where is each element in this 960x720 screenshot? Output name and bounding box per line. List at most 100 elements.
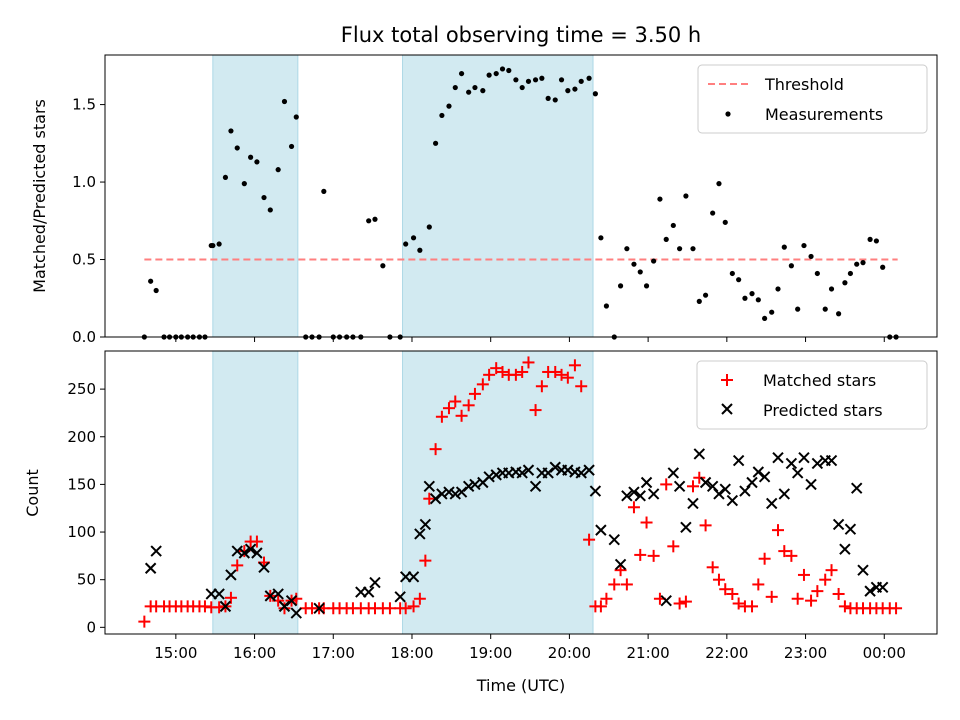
measurement-point — [366, 218, 372, 224]
measurement-point — [565, 88, 571, 94]
matched-star-point — [429, 443, 442, 456]
predicted-star-point — [811, 457, 824, 470]
matched-star-point — [660, 478, 673, 491]
measurement-point — [808, 253, 814, 260]
measurement-point — [525, 78, 532, 84]
matched-star-point — [516, 365, 529, 378]
matched-star-point — [600, 592, 613, 605]
measurement-point — [234, 145, 240, 151]
measurement-point — [663, 236, 669, 242]
matched-star-point — [752, 578, 765, 591]
legend-measurements-label: Measurements — [765, 105, 883, 124]
matched-star-point — [442, 402, 455, 415]
predicted-star-point — [462, 480, 475, 493]
measurement-point — [241, 181, 247, 187]
measurement-point — [860, 260, 866, 266]
matched-star-point — [647, 549, 660, 562]
measurement-point — [288, 143, 295, 150]
legend-matched-swatch — [721, 374, 733, 386]
measurement-point — [499, 66, 506, 72]
measurement-point — [210, 242, 216, 249]
predicted-star-point — [839, 543, 851, 555]
measurement-point — [762, 315, 768, 322]
bottom-panel-observing-bands — [212, 350, 594, 635]
predicted-star-point — [251, 547, 263, 559]
matched-star-point — [890, 602, 903, 615]
predicted-star-point — [726, 494, 739, 507]
predicted-star-point — [765, 497, 778, 510]
predicted-star-point — [785, 457, 798, 470]
predicted-star-point — [647, 488, 660, 500]
legend-matched-label: Matched stars — [763, 371, 876, 390]
bottom-panel-y-label: Count — [23, 469, 42, 517]
matched-star-point — [483, 368, 496, 381]
bottom-panel-x-ticks: 15:00 16:00 17:00 18:00 19:00 20:00 21:00 22:00… — [154, 634, 906, 662]
measurement-point — [153, 287, 159, 294]
matched-star-point — [765, 590, 778, 603]
matched-star-point — [640, 516, 653, 529]
y-tick-label: 0.0 — [72, 328, 96, 346]
matched-star-point — [490, 362, 503, 375]
predicted-star-point — [483, 471, 495, 483]
matched-star-point — [726, 587, 739, 600]
predicted-star-point — [369, 576, 381, 589]
predicted-star-point — [583, 464, 595, 476]
top-panel-x-ticks — [175, 337, 885, 342]
measurement-point — [598, 235, 604, 241]
measurement-point — [755, 297, 761, 303]
matched-star-point — [462, 399, 475, 412]
measurement-point — [539, 75, 545, 81]
predicted-star-point — [876, 581, 889, 594]
predicted-star-point — [719, 483, 731, 495]
predicted-star-point — [516, 467, 528, 479]
legend-threshold-label: Threshold — [764, 75, 844, 94]
predicted-star-point — [407, 571, 420, 583]
y-tick-label: 0.5 — [72, 251, 96, 269]
predicted-star-point — [290, 607, 302, 619]
measurement-point — [690, 246, 696, 252]
predicted-star-point — [687, 497, 699, 510]
measurement-point — [722, 219, 728, 225]
top-panel: 0.0 0.5 1.0 1.5 Matched/Predicted stars Thr… — [30, 54, 938, 346]
predicted-star-point — [798, 452, 810, 464]
measurement-point — [519, 84, 525, 91]
predicted-star-point — [752, 466, 765, 478]
predicted-star-point — [628, 486, 640, 498]
y-tick-label: 0 — [86, 618, 96, 636]
matched-star-point — [791, 592, 804, 605]
predicted-star-point — [732, 454, 745, 467]
y-tick-label: 200 — [67, 428, 96, 446]
matched-star-point — [634, 548, 647, 561]
matched-star-point — [250, 535, 263, 548]
measurement-point — [216, 241, 222, 247]
measurement-point — [472, 84, 478, 91]
measurement-point — [545, 95, 551, 101]
measurement-point — [631, 261, 637, 267]
predicted-star-point — [449, 488, 461, 500]
measurement-point — [880, 264, 886, 270]
measurement-point — [261, 194, 267, 201]
matched-star-point — [608, 578, 621, 591]
predicted-star-point — [589, 485, 602, 497]
y-tick-label: 150 — [67, 475, 96, 493]
matched-star-point — [138, 615, 151, 628]
predicted-star-point — [673, 480, 686, 493]
measurement-point — [617, 283, 624, 289]
predicted-star-point — [844, 523, 857, 535]
measurement-point — [281, 98, 288, 105]
matched-star-point — [496, 365, 509, 378]
measurement-point — [452, 84, 458, 91]
matched-star-point — [771, 524, 784, 537]
matched-star-point — [679, 595, 692, 608]
measurement-point — [458, 70, 465, 77]
matched-star-point — [231, 559, 244, 572]
predicted-star-point — [423, 480, 436, 493]
measurement-point — [657, 196, 663, 202]
measurement-point — [267, 207, 273, 213]
measurement-point — [466, 89, 472, 95]
measurement-point — [439, 112, 445, 119]
matched-star-point — [819, 573, 832, 586]
measurement-point — [513, 77, 519, 83]
bottom-panel-y-ticks: 0 50 100 150 200 250 — [67, 380, 105, 636]
